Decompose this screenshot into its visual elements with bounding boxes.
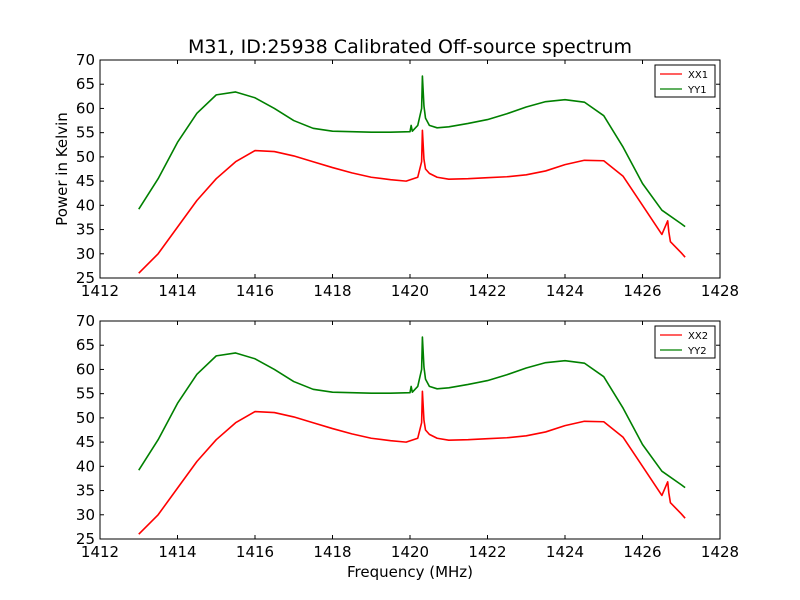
y-tick-label: 65 bbox=[76, 75, 95, 93]
legend-label-yy1: YY1 bbox=[687, 85, 707, 96]
x-tick-label: 1412 bbox=[81, 282, 119, 300]
x-tick-label: 1424 bbox=[546, 282, 584, 300]
x-tick-label: 1420 bbox=[391, 543, 429, 561]
y-tick-label: 45 bbox=[76, 433, 95, 451]
x-tick-label: 1416 bbox=[236, 543, 274, 561]
top-spectrum-plot: 1412 1414 1416 1418 1420 1422 1424 1426 1428 25 30… bbox=[53, 51, 739, 300]
y-tick-label: 45 bbox=[76, 172, 95, 190]
y-tick-label: 50 bbox=[76, 148, 95, 166]
x-tick-label: 1412 bbox=[81, 543, 119, 561]
y-tick-label: 55 bbox=[76, 124, 95, 142]
y-tick-label: 40 bbox=[76, 457, 95, 475]
series-line-yy1 bbox=[138, 75, 686, 228]
y-tick-label: 35 bbox=[76, 221, 95, 239]
x-tick-label: 1422 bbox=[468, 282, 506, 300]
figure-title: M31, ID:25938 Calibrated Off-source spec… bbox=[188, 36, 632, 58]
x-tick-label: 1426 bbox=[623, 543, 661, 561]
series-line-yy2 bbox=[138, 336, 686, 489]
legend-label-xx2: XX2 bbox=[688, 331, 708, 342]
legend-box bbox=[654, 325, 716, 359]
y-axis-label: Power in Kelvin bbox=[53, 112, 71, 226]
y-tick-label: 70 bbox=[76, 312, 95, 330]
y-tick-label: 30 bbox=[76, 506, 95, 524]
y-tick-label: 30 bbox=[76, 245, 95, 263]
series-line-xx2 bbox=[138, 390, 686, 535]
bottom-spectrum-plot: 1412 1414 1416 1418 1420 1422 1424 1426 1428 25 30… bbox=[76, 312, 739, 561]
x-tick-label: 1428 bbox=[701, 282, 739, 300]
y-tick-label: 65 bbox=[76, 336, 95, 354]
x-tick-label: 1414 bbox=[158, 282, 196, 300]
y-tick-label: 35 bbox=[76, 482, 95, 500]
x-tick-label: 1422 bbox=[468, 543, 506, 561]
x-tick-label: 1426 bbox=[623, 282, 661, 300]
legend-box bbox=[654, 64, 716, 98]
y-tick-label: 55 bbox=[76, 385, 95, 403]
y-tick-label: 25 bbox=[76, 530, 95, 548]
x-tick-label: 1418 bbox=[313, 543, 351, 561]
y-tick-label: 40 bbox=[76, 196, 95, 214]
y-tick-label: 60 bbox=[76, 99, 95, 117]
legend-label-xx1: XX1 bbox=[688, 70, 708, 81]
y-tick-label: 50 bbox=[76, 409, 95, 427]
x-tick-label: 1414 bbox=[158, 543, 196, 561]
y-tick-label: 70 bbox=[76, 51, 95, 69]
y-tick-label: 60 bbox=[76, 360, 95, 378]
x-tick-label: 1416 bbox=[236, 282, 274, 300]
x-tick-label: 1420 bbox=[391, 282, 429, 300]
series-line-xx1 bbox=[138, 129, 686, 274]
x-tick-label: 1418 bbox=[313, 282, 351, 300]
x-tick-label: 1428 bbox=[701, 543, 739, 561]
x-axis-label: Frequency (MHz) bbox=[347, 563, 473, 581]
x-tick-label: 1424 bbox=[546, 543, 584, 561]
legend-label-yy2: YY2 bbox=[687, 346, 707, 357]
y-tick-label: 25 bbox=[76, 269, 95, 287]
